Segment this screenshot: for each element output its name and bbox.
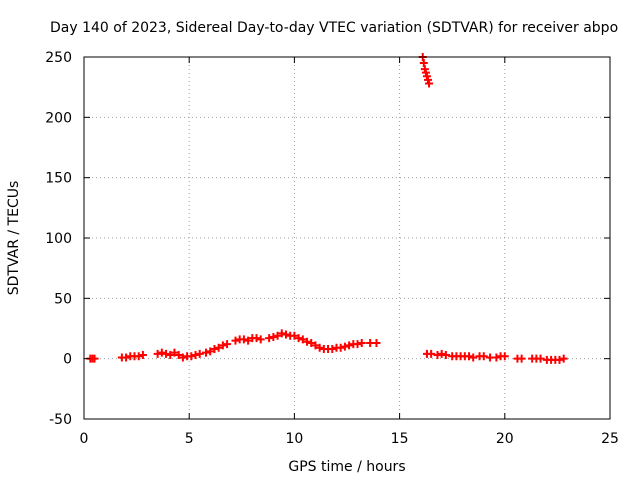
data-point [122,353,131,362]
data-point [210,345,219,354]
data-point [433,351,442,360]
x-axis-label: GPS time / hours [288,459,405,475]
data-point [517,354,526,363]
data-point [202,348,211,357]
data-point [290,331,299,340]
x-tick-label: 0 [80,431,89,447]
x-tick-label: 15 [391,431,409,447]
data-point [187,352,196,361]
data-point [273,331,282,340]
data-point [357,338,366,347]
y-axis-label: SDTVAR / TECUs [6,181,22,296]
plot-frame [83,56,611,420]
x-tick-label: 5 [185,431,194,447]
data-point [298,335,307,344]
data-point [303,337,312,346]
data-point [315,343,324,352]
y-tick-label: 250 [45,50,72,66]
y-tick-label: 150 [45,171,72,187]
data-point [223,340,232,349]
data-point [170,348,179,357]
data-point [479,352,488,361]
data-point [427,349,436,358]
data-point [425,79,434,88]
data-point [372,338,381,347]
chart-title: Day 140 of 2023, Sidereal Day-to-day VTE… [50,20,618,36]
data-point [311,341,320,350]
data-point [465,352,474,361]
data-point [206,347,215,356]
data-point [218,341,227,350]
axis-ticks: 0 5 10 15 20 25 -50 0 50 100 150 200 250 [45,50,619,447]
data-point [340,342,349,351]
data-point [353,340,362,349]
data-point [191,351,200,360]
x-tick-label: 20 [496,431,514,447]
y-tick-label: 200 [45,110,72,126]
x-tick-label: 25 [601,431,619,447]
grid [84,57,610,419]
data-point [469,353,478,362]
data-point [231,336,240,345]
data-point [441,351,450,360]
data-point [252,334,261,343]
data-point [244,336,253,345]
data-series [86,53,568,364]
data-point [178,353,187,362]
data-point [166,351,175,360]
data-point [536,354,545,363]
data-point [138,351,147,360]
data-point [239,335,248,344]
data-point [269,332,278,341]
data-point [555,355,564,364]
data-point [256,335,265,344]
y-tick-label: 0 [63,352,72,368]
data-point [265,334,274,343]
y-tick-label: 50 [54,291,72,307]
data-point [345,341,354,350]
data-point [90,354,99,363]
data-point [174,351,183,360]
data-point [328,345,337,354]
data-point [500,352,509,361]
data-point [307,338,316,347]
data-point [419,59,428,68]
data-point [134,352,143,361]
data-point [559,354,568,363]
data-point [277,329,286,338]
data-point [214,343,223,352]
data-point [195,349,204,358]
data-point [162,349,171,358]
data-point [157,348,166,357]
data-point [492,353,501,362]
data-point [437,349,446,358]
y-tick-label: -50 [49,412,72,428]
y-tick-label: 100 [45,231,72,247]
x-tick-label: 10 [285,431,303,447]
data-point [336,343,345,352]
data-point [294,334,303,343]
data-point [281,330,290,339]
data-point [153,349,162,358]
